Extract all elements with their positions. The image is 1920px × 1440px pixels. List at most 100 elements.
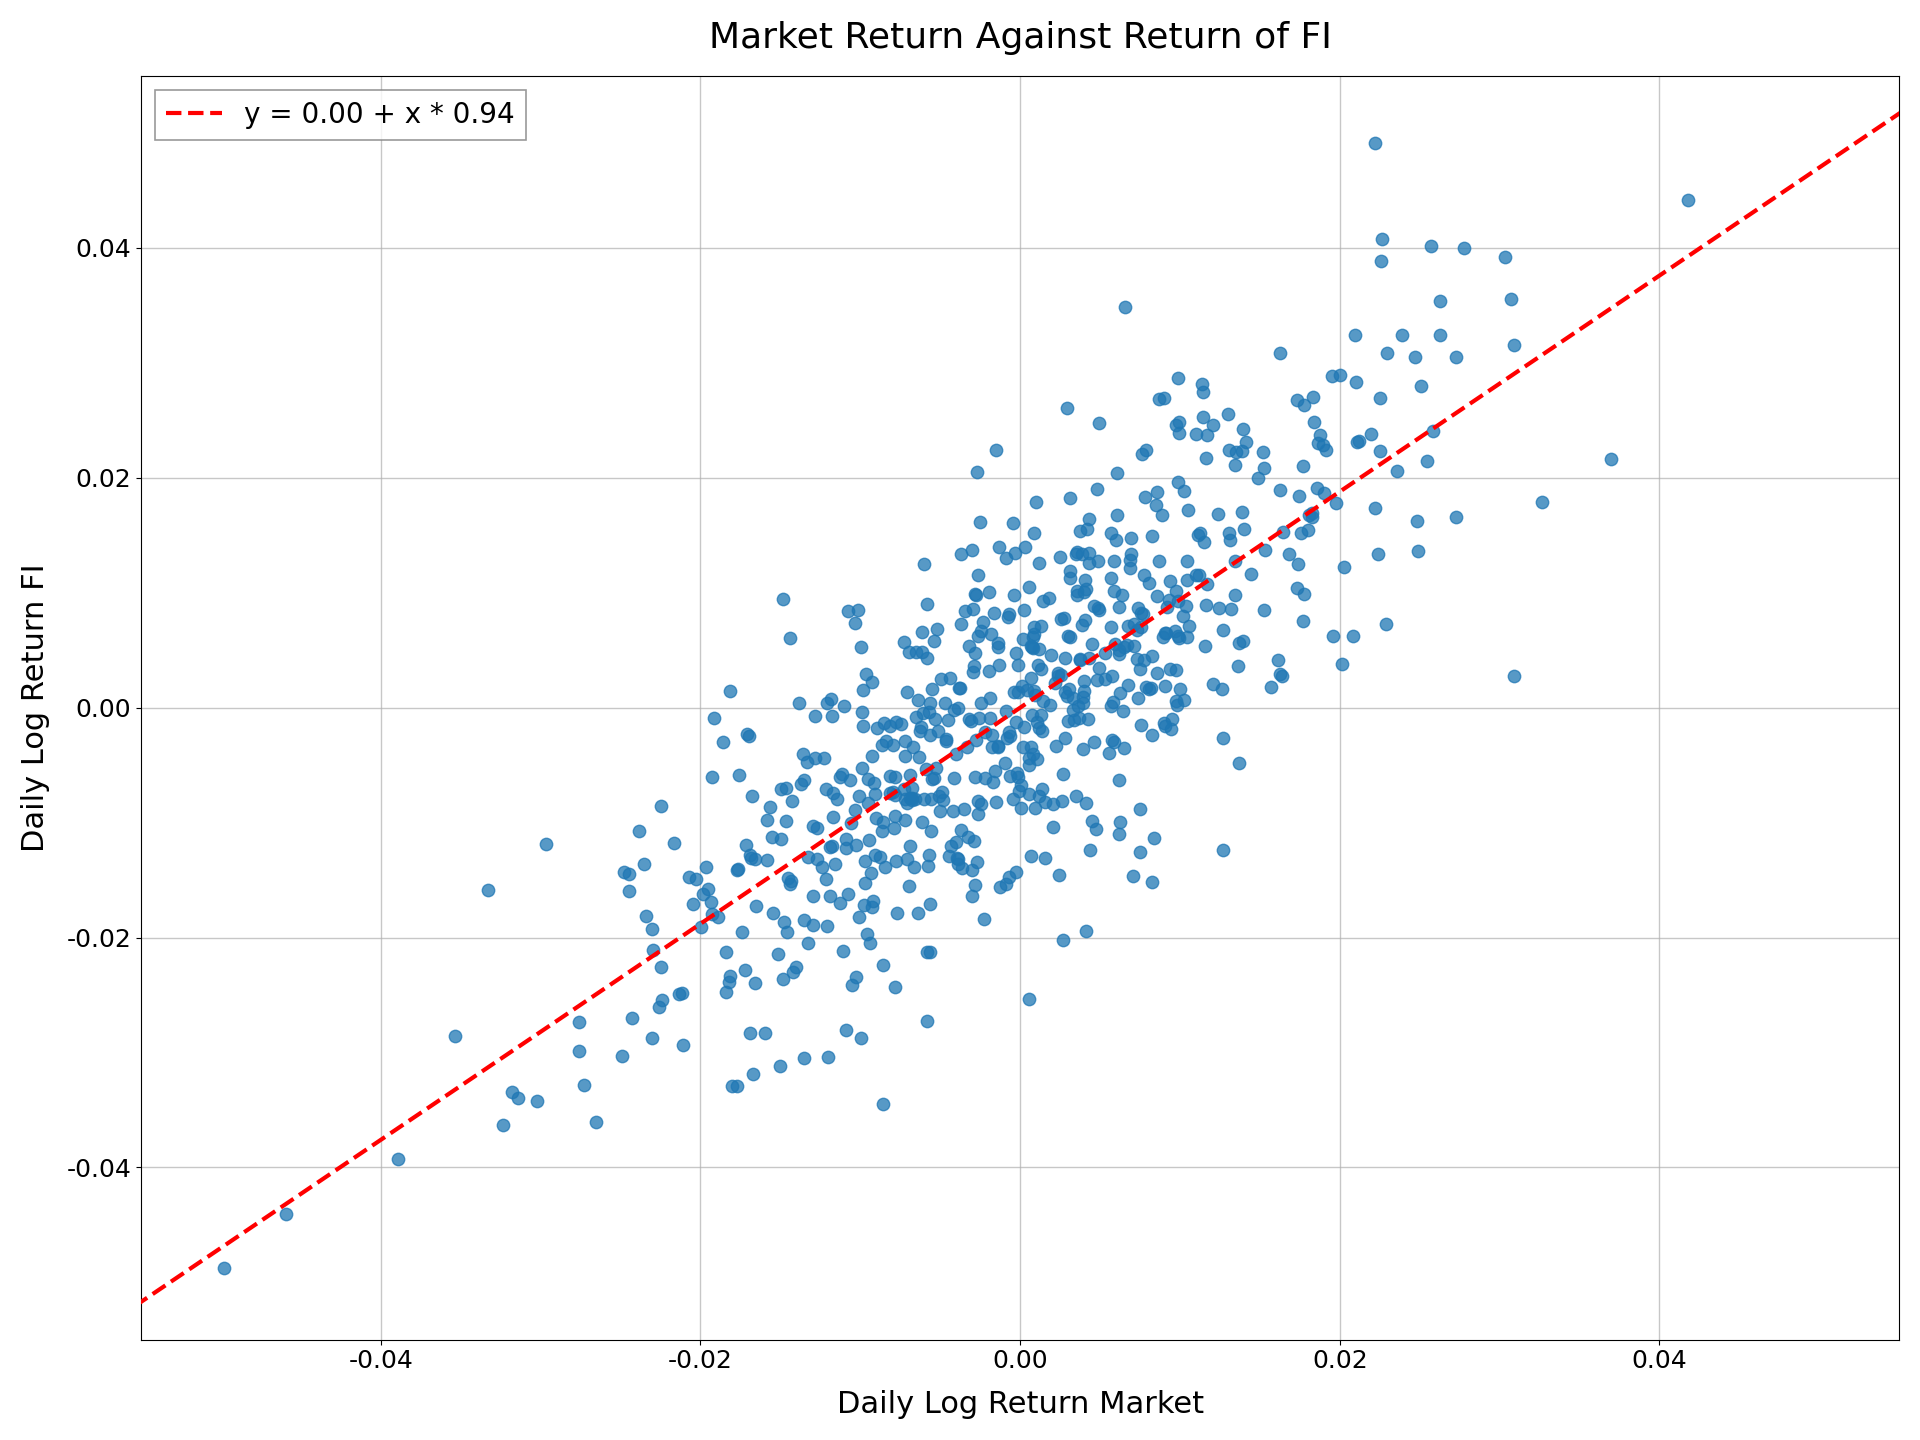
Point (1139, 827, 1169, 850)
Point (897, 736, 927, 759)
Point (1154, 658, 1185, 681)
Point (1127, 442, 1158, 465)
Point (1596, 448, 1626, 471)
Point (962, 851, 993, 874)
Point (1071, 920, 1102, 943)
Point (981, 439, 1012, 462)
Point (739, 848, 770, 871)
Point (563, 1040, 593, 1063)
Point (1096, 694, 1127, 717)
Point (1000, 541, 1031, 564)
Point (1002, 654, 1033, 677)
Point (1033, 586, 1064, 609)
Point (1219, 549, 1250, 572)
Point (1223, 655, 1254, 678)
Point (1023, 717, 1054, 740)
Point (1133, 572, 1164, 595)
Point (881, 710, 912, 733)
Point (1340, 324, 1371, 347)
Point (1365, 387, 1396, 410)
Point (991, 873, 1021, 896)
Point (1092, 742, 1123, 765)
Point (714, 971, 745, 994)
Point (1344, 429, 1375, 452)
Point (1329, 556, 1359, 579)
Point (952, 825, 983, 848)
Point (685, 914, 716, 937)
Point (935, 667, 966, 690)
Point (889, 778, 920, 801)
Point (1058, 708, 1089, 732)
Point (833, 768, 864, 791)
Point (1048, 763, 1079, 786)
Point (1173, 615, 1204, 638)
Point (922, 618, 952, 641)
Point (1119, 612, 1150, 635)
Point (924, 720, 954, 743)
Point (816, 688, 847, 711)
Point (1225, 632, 1256, 655)
Point (1027, 690, 1058, 713)
Point (1135, 677, 1165, 700)
Point (1014, 988, 1044, 1011)
Point (1404, 540, 1434, 563)
Point (900, 641, 931, 664)
Point (1073, 707, 1104, 730)
Point (945, 543, 975, 566)
Point (960, 585, 991, 608)
Point (983, 536, 1014, 559)
Point (806, 855, 837, 878)
Point (1373, 341, 1404, 364)
Point (1020, 622, 1050, 645)
Point (1142, 481, 1173, 504)
Point (1104, 642, 1135, 665)
Point (995, 721, 1025, 744)
Point (530, 832, 561, 855)
Point (828, 763, 858, 786)
Point (1018, 521, 1048, 544)
Point (1073, 647, 1104, 670)
Point (756, 825, 787, 848)
Point (1020, 680, 1050, 703)
Point (1050, 727, 1081, 750)
Point (1265, 341, 1296, 364)
Point (833, 599, 864, 622)
Point (977, 723, 1008, 746)
Point (1213, 521, 1244, 544)
Point (1006, 773, 1037, 796)
Point (1085, 657, 1116, 680)
Point (864, 845, 895, 868)
Point (1256, 675, 1286, 698)
Point (1188, 380, 1219, 403)
Point (1068, 737, 1098, 760)
Point (927, 780, 958, 804)
Point (271, 1202, 301, 1225)
Point (1083, 596, 1114, 619)
Point (637, 939, 668, 962)
Point (724, 763, 755, 786)
Point (881, 850, 912, 873)
Point (956, 884, 987, 907)
Point (851, 850, 881, 873)
Point (1012, 678, 1043, 701)
Point (1298, 410, 1329, 433)
Point (1068, 613, 1098, 636)
Point (1146, 504, 1177, 527)
Point (956, 858, 987, 881)
Point (735, 847, 766, 870)
Point (914, 893, 945, 916)
X-axis label: Daily Log Return Market: Daily Log Return Market (837, 1390, 1204, 1420)
Point (1152, 596, 1183, 619)
Point (812, 1045, 843, 1068)
Point (1043, 664, 1073, 687)
Point (1104, 822, 1135, 845)
Point (1068, 670, 1098, 693)
Point (841, 965, 872, 988)
Point (1066, 649, 1096, 672)
Point (962, 625, 993, 648)
Point (1083, 549, 1114, 572)
Point (968, 611, 998, 634)
Point (1137, 645, 1167, 668)
Point (568, 1074, 599, 1097)
Point (925, 668, 956, 691)
